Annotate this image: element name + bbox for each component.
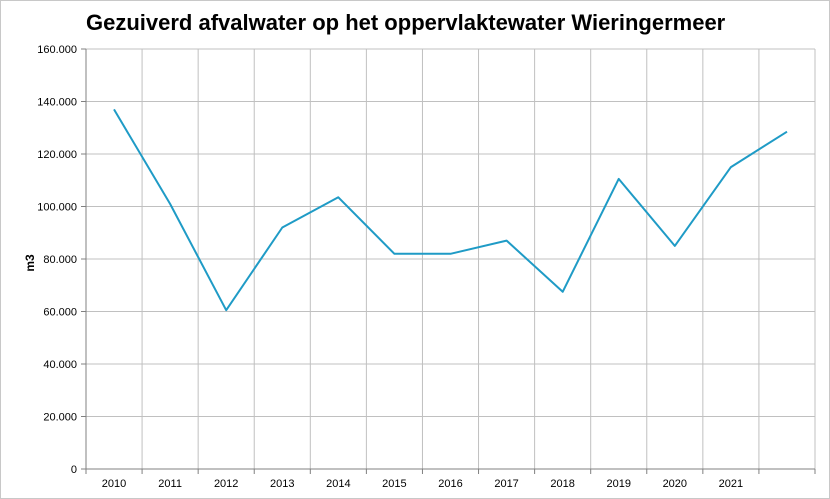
x-tick-label: 2020 xyxy=(663,478,687,490)
x-tick-label: 2019 xyxy=(606,478,630,490)
axes xyxy=(81,48,816,474)
y-tick-label: 140.000 xyxy=(37,97,77,109)
x-tick-label: 2013 xyxy=(270,478,294,490)
x-tick-label: 2015 xyxy=(382,478,406,490)
grid xyxy=(86,48,816,469)
series xyxy=(113,108,788,312)
tick-labels: 0 20.000 40.000 60.000 80.000 100.000 120.000 1… xyxy=(37,44,743,490)
x-tick-label: 2016 xyxy=(438,478,462,490)
y-axis-label: m3 xyxy=(23,254,37,272)
y-tick-label: 160.000 xyxy=(37,44,77,56)
y-tick-label: 120.000 xyxy=(37,149,77,161)
x-tick-label: 2018 xyxy=(550,478,574,490)
y-tick-label: 0 xyxy=(71,464,77,476)
x-tick-label: 2012 xyxy=(214,478,238,490)
y-tick-label: 80.000 xyxy=(43,254,77,266)
y-tick-label: 20.000 xyxy=(43,412,77,424)
x-tick-label: 2011 xyxy=(158,478,182,490)
x-tick-label: 2010 xyxy=(102,478,126,490)
y-tick-label: 60.000 xyxy=(43,307,77,319)
x-tick-label: 2014 xyxy=(326,478,350,490)
y-tick-label: 100.000 xyxy=(37,202,77,214)
chart-title: Gezuiverd afvalwater op het oppervlaktew… xyxy=(86,10,726,35)
x-tick-label: 2021 xyxy=(719,478,743,490)
x-tick-label: 2017 xyxy=(494,478,518,490)
y-tick-label: 40.000 xyxy=(43,359,77,371)
series-line xyxy=(113,108,788,312)
